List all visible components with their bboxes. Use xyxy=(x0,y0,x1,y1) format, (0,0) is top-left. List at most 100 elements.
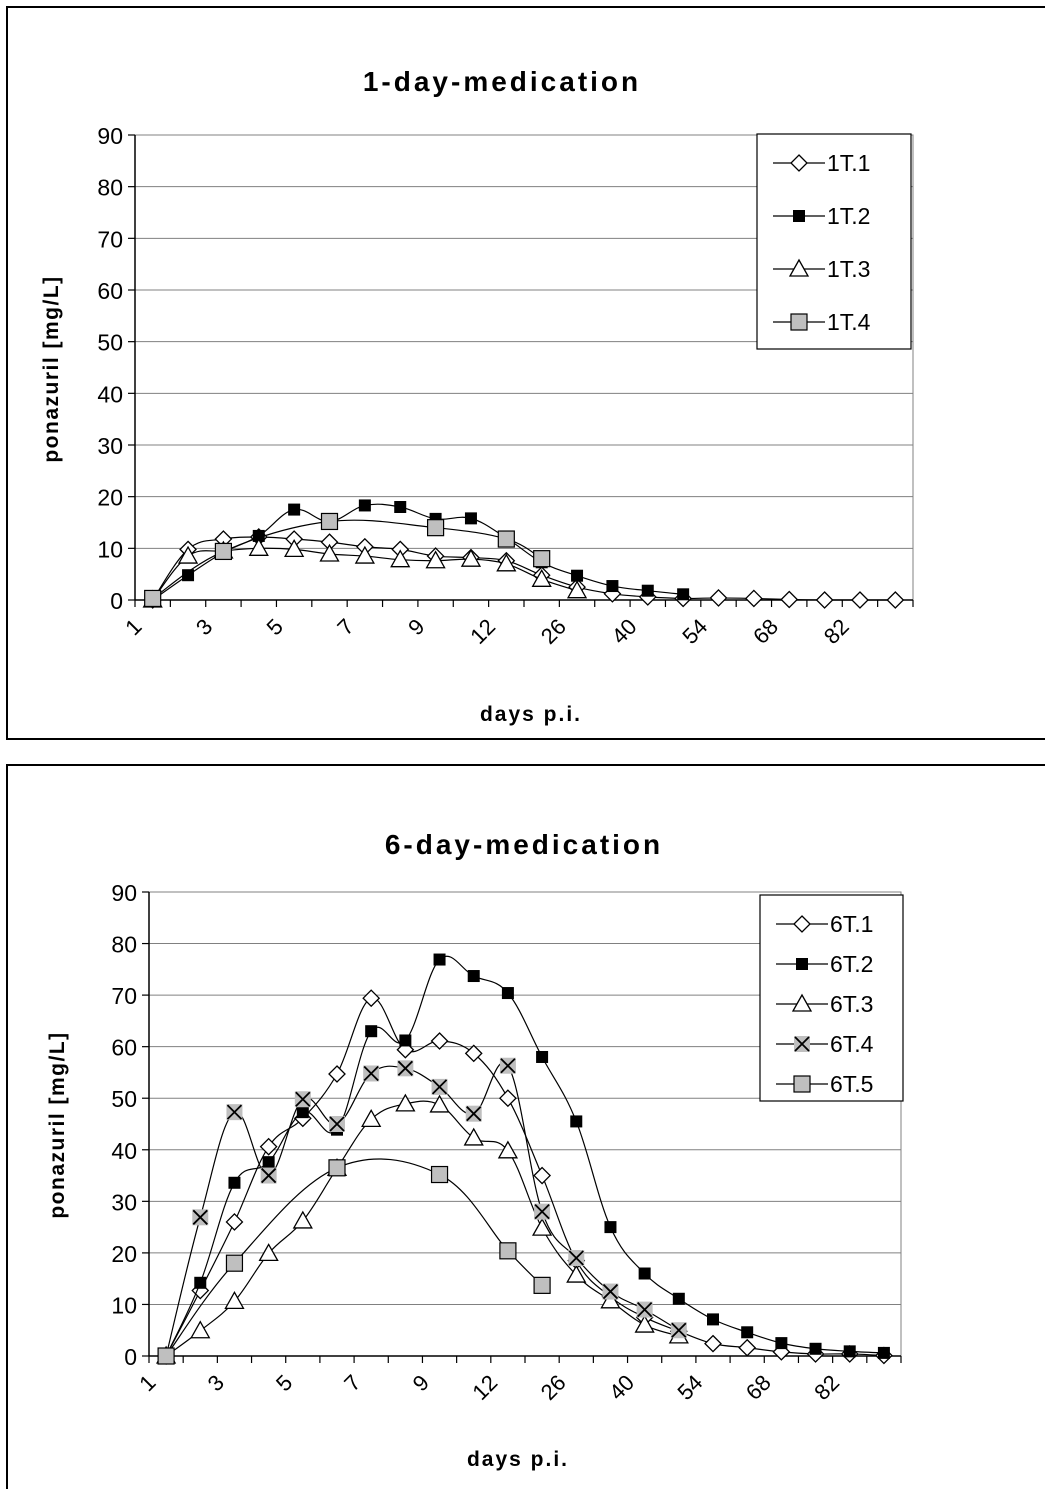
data-point xyxy=(395,1093,416,1112)
x-tick-label: 40 xyxy=(604,1370,639,1405)
data-point-cross xyxy=(192,1209,208,1225)
data-point-cross xyxy=(260,1167,277,1184)
y-tick-label: 30 xyxy=(111,1189,137,1215)
data-point xyxy=(320,512,339,531)
x-axis-label: days p.i. xyxy=(480,703,582,726)
data-point-cross xyxy=(568,1250,584,1266)
data-point xyxy=(499,1242,517,1260)
data-point xyxy=(704,1334,722,1353)
data-point-cross xyxy=(295,1091,311,1107)
data-point xyxy=(224,1291,245,1310)
data-point xyxy=(194,1276,207,1289)
data-point xyxy=(571,569,584,582)
chart-1-day-svg: 1-day-medication days p.i. ponazuril [mg… xyxy=(40,66,914,726)
data-point xyxy=(604,1221,617,1234)
data-point xyxy=(566,1264,587,1283)
data-point-cross xyxy=(431,1079,448,1095)
data-point-cross xyxy=(500,1058,516,1074)
x-tick-label: 7 xyxy=(339,1370,365,1396)
data-point xyxy=(358,499,371,512)
series-line xyxy=(152,536,896,601)
data-point xyxy=(426,519,445,537)
data-point-cross xyxy=(671,1322,687,1338)
y-tick-label: 20 xyxy=(111,1241,137,1267)
data-point xyxy=(566,580,588,599)
data-point-cross xyxy=(226,1104,243,1120)
data-point-cross xyxy=(636,1301,653,1318)
legend-item: 6T.2 xyxy=(776,951,873,977)
legend-box xyxy=(759,894,904,1102)
data-point xyxy=(744,589,763,608)
x-tick-label: 5 xyxy=(262,614,288,640)
series-6T.3 xyxy=(155,1093,689,1364)
y-tick-label: 30 xyxy=(97,433,123,459)
data-point xyxy=(851,591,869,609)
x-tick-label: 54 xyxy=(672,1370,707,1405)
x-tick-label: 68 xyxy=(748,614,783,649)
y-tick-label: 10 xyxy=(111,1292,137,1318)
data-point xyxy=(793,210,805,222)
data-point xyxy=(464,512,477,525)
data-point xyxy=(433,953,446,966)
data-point xyxy=(328,1065,346,1083)
data-point xyxy=(533,550,551,568)
x-tick-label: 68 xyxy=(741,1370,776,1405)
data-point-cross xyxy=(534,1204,550,1220)
data-point xyxy=(496,553,517,572)
data-point xyxy=(425,550,446,569)
data-point xyxy=(677,588,690,601)
data-point xyxy=(262,1156,275,1169)
legend-label: 1T.1 xyxy=(827,150,870,176)
data-point xyxy=(144,589,162,608)
data-point xyxy=(430,1032,449,1050)
data-point xyxy=(790,313,808,331)
data-point xyxy=(399,1034,412,1047)
series-6T.2 xyxy=(160,953,890,1362)
data-point xyxy=(501,987,514,1000)
x-tick-label: 82 xyxy=(819,614,854,649)
data-point xyxy=(284,539,305,558)
y-tick-label: 80 xyxy=(111,932,137,958)
data-point xyxy=(328,1159,346,1177)
legend-box xyxy=(756,133,912,350)
data-point xyxy=(362,989,381,1008)
legend-label: 1T.4 xyxy=(827,309,871,335)
y-tick-label: 20 xyxy=(97,485,123,511)
y-tick-label: 60 xyxy=(97,278,123,304)
series-line xyxy=(165,997,884,1357)
data-point xyxy=(788,258,810,277)
legend-label: 6T.5 xyxy=(830,1071,873,1097)
y-tick-label: 0 xyxy=(124,1344,137,1370)
data-point xyxy=(877,1346,890,1359)
series-6T.5 xyxy=(157,1158,551,1365)
data-point xyxy=(361,1109,382,1128)
y-axis-label: ponazuril [mg/L] xyxy=(46,1031,69,1218)
x-tick-label: 26 xyxy=(536,1370,571,1405)
x-tick-label: 3 xyxy=(203,1370,229,1396)
data-point xyxy=(429,1094,450,1113)
x-tick-label: 3 xyxy=(191,614,217,640)
data-point xyxy=(319,543,340,562)
data-point xyxy=(606,580,619,593)
x-tick-label: 54 xyxy=(677,614,712,649)
legend-item: 1T.2 xyxy=(773,203,870,229)
data-point xyxy=(600,1290,621,1309)
data-point xyxy=(214,542,233,561)
data-point xyxy=(157,1347,175,1365)
data-point-cross xyxy=(794,1036,810,1052)
data-point xyxy=(498,1089,517,1108)
y-tick-label: 70 xyxy=(111,983,137,1009)
legend-item: 1T.3 xyxy=(773,256,870,282)
y-tick-label: 10 xyxy=(97,536,123,562)
data-point xyxy=(531,569,552,587)
x-tick-label: 12 xyxy=(467,1370,502,1405)
data-point xyxy=(225,1213,244,1231)
data-point xyxy=(843,1345,856,1358)
x-tick-label: 5 xyxy=(271,1370,297,1396)
legend-item: 6T.5 xyxy=(776,1071,873,1097)
legend-label: 6T.3 xyxy=(830,991,873,1017)
y-tick-label: 90 xyxy=(111,880,137,906)
data-point xyxy=(258,1243,279,1262)
data-point xyxy=(288,503,301,516)
legend-label: 1T.2 xyxy=(827,203,870,229)
